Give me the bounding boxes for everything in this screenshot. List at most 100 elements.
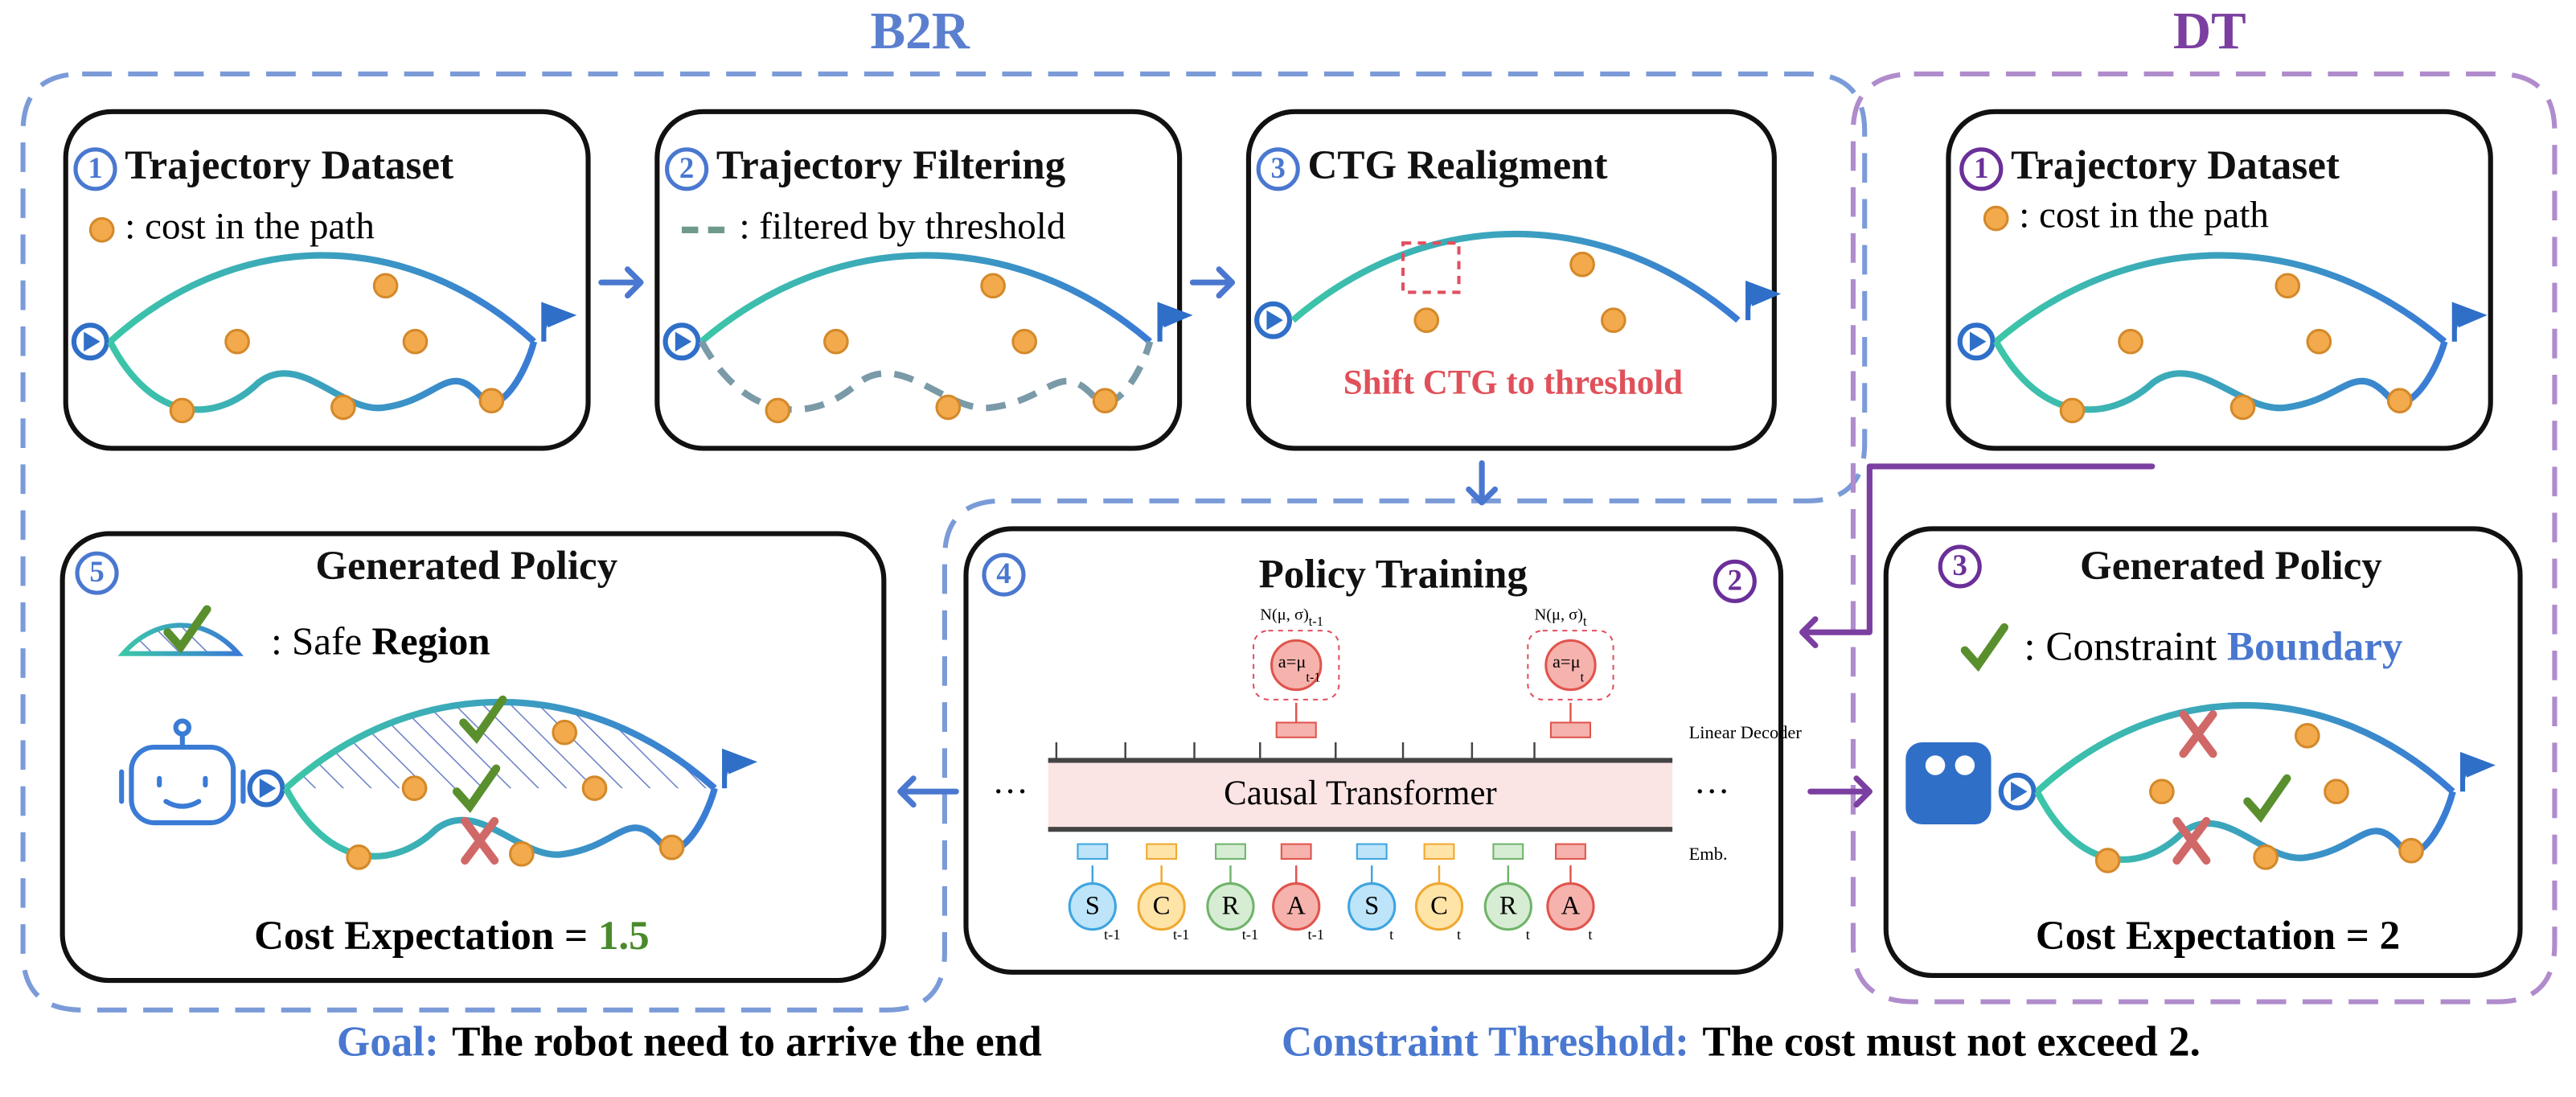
panel	[963, 526, 1784, 975]
text-part: The robot need to arrive the end	[452, 1019, 1042, 1066]
token-label: C	[1430, 892, 1448, 921]
cost-icon	[2253, 844, 2279, 870]
arrows	[598, 266, 2156, 808]
dt-robot	[1905, 742, 1991, 825]
arrow	[1466, 460, 1499, 506]
dt-boundary	[1850, 71, 2558, 1005]
embedding	[1146, 843, 1178, 860]
text-part: Region	[371, 619, 490, 664]
text-part: Goal:	[337, 1019, 439, 1066]
cost-icon	[224, 328, 250, 355]
path-top	[108, 252, 536, 344]
text-part: : Constraint	[2024, 623, 2226, 669]
embedding	[1215, 843, 1246, 860]
cost-icon	[2324, 779, 2349, 805]
goal-flag	[1745, 280, 1782, 321]
goal-flag	[722, 748, 758, 789]
panel-title: Trajectory Dataset	[125, 142, 453, 188]
panel	[654, 109, 1183, 451]
robot-parts	[119, 729, 246, 809]
goal-flag	[2451, 302, 2488, 342]
cost-icon	[581, 775, 608, 801]
step-badge	[75, 551, 119, 595]
robot-head	[129, 745, 236, 826]
embedding	[1555, 843, 1586, 860]
action-box	[1253, 630, 1340, 701]
token	[1483, 882, 1532, 931]
token	[1414, 882, 1464, 931]
start-arrow	[1969, 331, 1987, 351]
step-badge	[982, 553, 1026, 597]
text-part: 1.5	[598, 913, 650, 959]
start-arrow	[2011, 781, 2028, 802]
step-number: 3	[1953, 548, 1967, 581]
step-badge	[1256, 147, 1300, 191]
start-arrow	[259, 778, 277, 799]
embedding	[1280, 843, 1312, 860]
cost-icon	[169, 397, 195, 424]
transformer-label: Causal Transformer	[1224, 774, 1497, 812]
cost-icon	[88, 217, 115, 243]
text-part: t	[1581, 669, 1585, 684]
arrow	[1807, 775, 1873, 808]
cost-icon	[2398, 837, 2424, 864]
panel-title: Generated Policy	[2080, 543, 2382, 589]
step-badge	[1713, 559, 1757, 603]
b2r-boundary	[20, 71, 1868, 1013]
cost-icon	[478, 388, 505, 414]
token	[1206, 882, 1255, 931]
cost-icon	[2229, 394, 2256, 421]
action	[1544, 639, 1597, 692]
step-number: 1	[1974, 151, 1988, 184]
action-label: a=μt	[1553, 651, 1585, 684]
legend-text: : Safe Region	[271, 619, 490, 664]
highlight-box	[1401, 241, 1461, 294]
cost-icon	[346, 844, 372, 870]
token-step: t	[1457, 926, 1461, 943]
cost-icon	[823, 328, 849, 355]
cost-icon	[2294, 722, 2320, 749]
panel	[1245, 109, 1777, 451]
footer-threshold: Constraint Threshold: The cost must not e…	[1282, 1019, 2201, 1066]
token	[1347, 882, 1397, 931]
text-part: t-1	[1306, 669, 1320, 684]
cost-icon	[401, 775, 428, 801]
cost-icon	[1600, 307, 1626, 333]
distribution-label: N(μ, σ)t-1	[1260, 606, 1323, 628]
embedding	[1356, 843, 1388, 860]
token-label: R	[1222, 892, 1240, 921]
text-part: a=μ	[1553, 651, 1581, 672]
token	[1272, 882, 1321, 931]
cost-icon	[980, 273, 1006, 299]
step-number: 3	[1271, 151, 1286, 184]
token	[1137, 882, 1186, 931]
panel	[63, 109, 591, 451]
check-mark	[1960, 622, 2009, 672]
text-part: t-1	[1309, 614, 1323, 629]
start-arrow	[675, 331, 692, 351]
legend-text: : cost in the path	[125, 206, 375, 248]
token-label: C	[1153, 892, 1171, 921]
cost-icon	[1413, 307, 1440, 333]
check-mark	[452, 764, 501, 813]
cost-icon	[658, 834, 685, 861]
panel-title: Policy Training	[1259, 551, 1528, 597]
path-top	[2035, 701, 2455, 795]
path-top	[1290, 230, 1741, 323]
arrow	[897, 775, 959, 808]
cross-mark	[461, 816, 499, 865]
token-step: t-1	[1308, 926, 1324, 943]
token	[1546, 882, 1595, 931]
goal-flag	[1157, 302, 1193, 342]
action	[1270, 639, 1323, 692]
cost-icon	[402, 328, 429, 355]
path-top	[699, 252, 1153, 344]
token-step: t	[1389, 926, 1393, 943]
cost-icon	[1983, 205, 2009, 232]
footer-goal: Goal: The robot need to arrive the end	[337, 1019, 1042, 1066]
token-step: t-1	[1242, 926, 1258, 943]
goal-flag	[541, 302, 577, 342]
step-number: 2	[1728, 563, 1742, 596]
